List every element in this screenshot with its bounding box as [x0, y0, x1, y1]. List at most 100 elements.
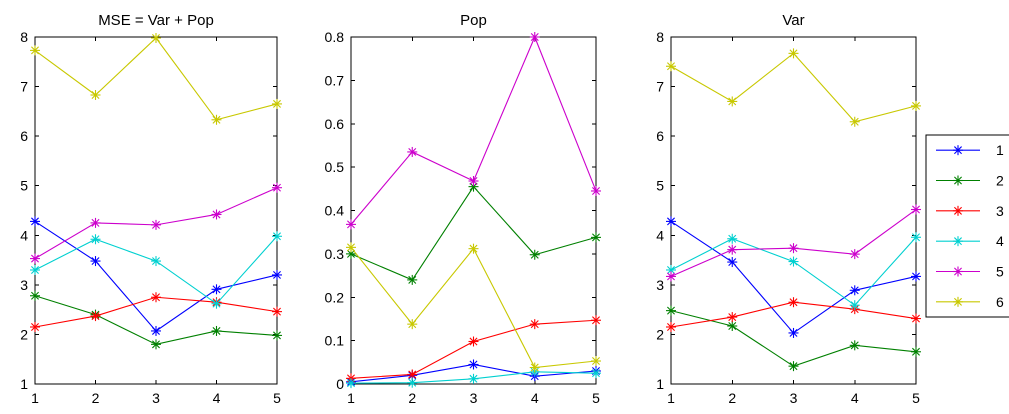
data-point-series-2 [911, 346, 921, 357]
data-point-series-5 [211, 209, 222, 220]
data-point-series-5 [30, 253, 40, 264]
data-point-series-2 [30, 290, 40, 301]
data-point-series-5 [272, 182, 282, 193]
data-point-series-3 [666, 321, 676, 332]
data-point-series-4 [911, 232, 921, 243]
data-point-series-6 [849, 116, 860, 127]
data-point-series-6 [346, 242, 356, 253]
data-point-series-6 [90, 89, 101, 100]
y-tick-label: 5 [656, 178, 664, 194]
y-tick-label: 1 [656, 376, 664, 392]
series-line-2 [670, 310, 917, 367]
data-point-series-5 [911, 204, 921, 215]
data-point-series-6 [151, 32, 161, 43]
data-point-series-6 [666, 61, 676, 72]
data-point-series-1 [151, 325, 161, 336]
data-point-series-5 [529, 32, 540, 42]
legend-entry-2: 2 [936, 173, 1004, 189]
y-tick-label: 3 [20, 277, 28, 293]
x-tick-label: 4 [851, 390, 859, 406]
series-line-6 [670, 52, 917, 123]
data-point-series-3 [529, 319, 540, 330]
data-point-series-5 [666, 271, 676, 282]
legend-box [925, 134, 1009, 318]
x-tick-label: 5 [273, 390, 281, 406]
y-tick-label: 3 [656, 277, 664, 293]
data-point-series-5 [90, 217, 101, 228]
data-point-series-6 [407, 319, 418, 330]
data-point-series-3 [468, 336, 479, 347]
y-tick-label: 0.1 [325, 333, 345, 349]
panel-pop: Pop 1 2 3 4 5 0 0.1 0.2 0.3 0.4 0.5 0.6 0.7 0.8 [325, 12, 601, 406]
y-tick-label: 8 [656, 29, 664, 45]
data-point-series-3 [90, 311, 101, 322]
data-point-series-4 [30, 264, 40, 275]
x-tick-label: 3 [152, 390, 160, 406]
data-point-series-2 [727, 321, 738, 332]
x-tick-label: 1 [347, 390, 355, 406]
y-tick-label: 0.8 [325, 29, 345, 45]
y-tick-label: 6 [20, 128, 28, 144]
data-point-series-2 [468, 181, 479, 192]
data-point-series-1 [272, 269, 282, 280]
data-point-series-6 [591, 356, 601, 367]
data-point-series-4 [591, 368, 601, 379]
y-tick-label: 7 [656, 79, 664, 95]
x-tick-label: 1 [31, 390, 39, 406]
data-point-series-6 [529, 362, 540, 373]
data-point-series-1 [727, 257, 738, 268]
x-tick-label: 1 [667, 390, 675, 406]
legend-marker [953, 266, 963, 277]
y-tick-label: 0.4 [325, 203, 345, 219]
chart-title: Var [782, 12, 804, 29]
data-point-series-4 [468, 373, 479, 384]
data-point-series-4 [346, 378, 356, 389]
legend-marker [953, 145, 963, 156]
data-point-series-5 [407, 146, 418, 157]
data-point-series-5 [346, 219, 356, 230]
data-point-series-2 [272, 330, 282, 341]
legend-entry-4: 4 [936, 233, 1004, 249]
data-point-series-4 [788, 256, 799, 267]
x-tick-label: 2 [92, 390, 100, 406]
data-point-series-2 [151, 339, 161, 350]
data-point-series-5 [591, 185, 601, 196]
data-point-series-2 [211, 325, 222, 336]
data-point-series-1 [30, 216, 40, 227]
data-point-series-6 [911, 100, 921, 111]
series-line-1 [670, 220, 917, 334]
data-point-series-4 [727, 233, 738, 244]
legend-entry-3: 3 [936, 203, 1004, 219]
legend-label: 1 [996, 142, 1004, 158]
legend-label: 5 [996, 264, 1004, 280]
data-point-series-1 [849, 285, 860, 296]
x-tick-label: 3 [790, 390, 798, 406]
data-point-series-6 [468, 243, 479, 254]
y-tick-label: 0.5 [325, 159, 345, 175]
legend-marker [953, 236, 963, 247]
legend-label: 2 [996, 173, 1004, 189]
legend-label: 3 [996, 203, 1004, 219]
series-line-6 [350, 247, 597, 369]
data-point-series-2 [529, 249, 540, 260]
legend-marker [953, 175, 963, 186]
y-tick-label: 0.3 [325, 246, 345, 262]
y-tick-label: 2 [20, 326, 28, 342]
data-point-series-1 [468, 359, 479, 370]
series-line-3 [350, 319, 597, 379]
data-point-series-6 [30, 45, 40, 56]
x-tick-label: 4 [531, 390, 539, 406]
data-point-series-3 [151, 292, 161, 303]
legend-label: 4 [996, 233, 1004, 249]
data-point-series-6 [727, 96, 738, 107]
data-point-series-3 [788, 297, 799, 308]
data-point-series-4 [90, 234, 101, 245]
series-line-2 [350, 185, 597, 281]
y-tick-label: 0 [336, 376, 344, 392]
data-point-series-4 [407, 377, 418, 388]
data-point-series-5 [788, 243, 799, 254]
legend-entry-1: 1 [936, 142, 1004, 158]
data-point-series-2 [591, 232, 601, 243]
data-point-series-5 [849, 249, 860, 260]
